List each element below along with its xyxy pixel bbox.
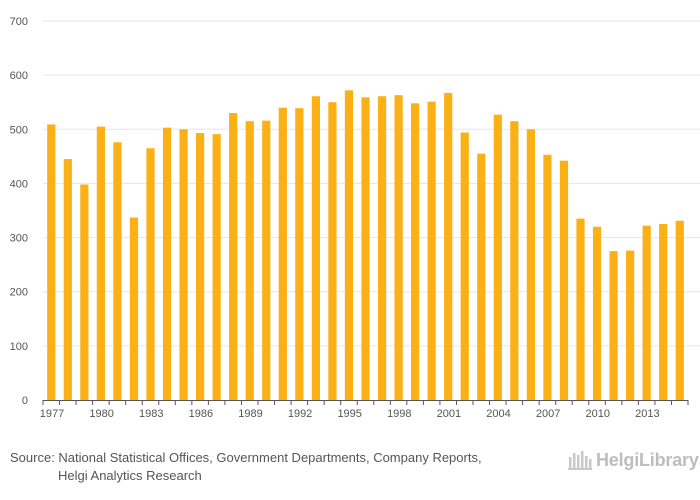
- x-tick-label-1989: 1989: [238, 408, 262, 420]
- x-tick-label-2001: 2001: [437, 408, 461, 420]
- bar-1988: [229, 113, 238, 401]
- bar-2009: [576, 218, 585, 400]
- bar-2006: [526, 129, 535, 401]
- bar-1982: [129, 217, 139, 400]
- bar-2003: [477, 153, 486, 400]
- bar-1991: [278, 107, 287, 400]
- bar-2005: [510, 121, 519, 401]
- x-tick-label-1998: 1998: [387, 408, 411, 420]
- y-tick-label-500: 500: [10, 124, 28, 136]
- y-axis-ticks: 0 100 200 300 400 500 600 700: [10, 16, 28, 407]
- bar-1987: [212, 134, 221, 400]
- bar-2010: [592, 226, 602, 400]
- x-tick-label-1983: 1983: [139, 408, 163, 420]
- source-line-2: Helgi Analytics Research: [58, 468, 202, 483]
- x-tick-label-1986: 1986: [189, 408, 213, 420]
- bar-1997: [377, 96, 387, 400]
- y-tick-label-700: 700: [10, 16, 28, 28]
- y-tick-label-600: 600: [10, 70, 28, 82]
- brand-name: HelgiLibrary: [596, 449, 699, 470]
- brand-suffix: .: [699, 453, 700, 468]
- source-line-1: Source: National Statistical Offices, Go…: [10, 450, 482, 465]
- x-tick-label-2013: 2013: [635, 408, 659, 420]
- x-tick-label-1980: 1980: [89, 408, 113, 420]
- bar-1984: [162, 127, 172, 400]
- bar-1990: [262, 120, 271, 400]
- bar-1983: [146, 148, 155, 400]
- bar-2013: [642, 225, 651, 400]
- library-icon: [568, 451, 592, 470]
- bar-1978: [63, 159, 72, 400]
- x-axis-ticks: 1977 1980 1983 1986 1989 1992 1995 1998 2001 2004…: [40, 400, 689, 420]
- y-tick-label-0: 0: [22, 395, 28, 407]
- bar-1998: [394, 95, 403, 400]
- y-tick-label-100: 100: [10, 341, 28, 353]
- bar-1994: [328, 102, 337, 400]
- gridlines: [43, 20, 700, 347]
- bar-2007: [543, 154, 552, 400]
- x-tick-label-2010: 2010: [586, 408, 610, 420]
- bar-2011: [609, 251, 618, 400]
- bar-2001: [444, 93, 453, 400]
- bar-1993: [311, 96, 320, 400]
- bar-1985: [179, 129, 188, 401]
- x-tick-label-2004: 2004: [486, 408, 510, 420]
- bar-1996: [361, 97, 370, 400]
- x-tick-label-1977: 1977: [40, 408, 64, 420]
- bar-2008: [559, 160, 569, 400]
- bar-1995: [344, 90, 354, 400]
- y-tick-label-200: 200: [10, 287, 28, 299]
- x-tick-label-2007: 2007: [536, 408, 560, 420]
- source-note: Source: National Statistical Offices, Go…: [10, 449, 550, 485]
- bar-1989: [245, 121, 254, 401]
- bar-1979: [80, 184, 89, 400]
- x-tick-label-1992: 1992: [288, 408, 312, 420]
- y-tick-label-300: 300: [10, 233, 28, 245]
- bar-1981: [113, 142, 122, 400]
- bar-2012: [626, 250, 635, 400]
- bar-2015: [675, 220, 684, 400]
- bar-1986: [196, 133, 205, 400]
- bar-2000: [427, 101, 436, 401]
- brand-logo: HelgiLibrary.: [567, 448, 700, 472]
- bar-1992: [295, 108, 304, 401]
- bars: [47, 90, 684, 401]
- bar-1977: [47, 124, 56, 401]
- x-tick-label-1995: 1995: [337, 408, 361, 420]
- bar-1980: [96, 126, 105, 400]
- y-tick-label-400: 400: [10, 178, 28, 190]
- bar-2014: [659, 224, 668, 400]
- bar-1999: [411, 103, 420, 400]
- bar-2002: [460, 132, 469, 400]
- bar-2004: [493, 114, 502, 400]
